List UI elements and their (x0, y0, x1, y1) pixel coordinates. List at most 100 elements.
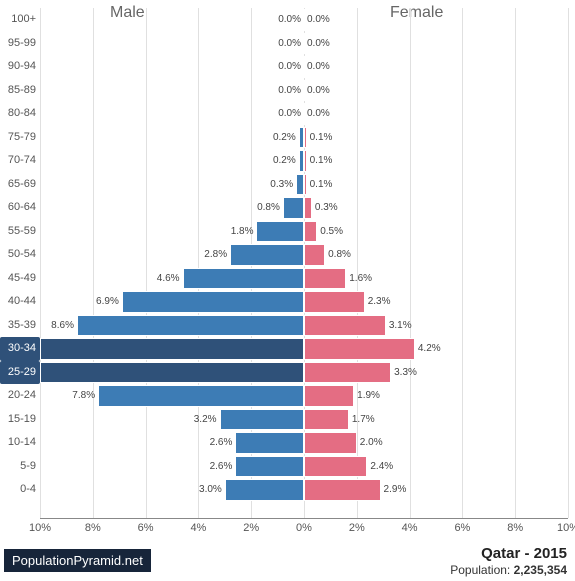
pyramid-row: 20-247.8%1.9% (40, 384, 568, 408)
population-prefix: Population: (450, 563, 513, 577)
male-bar-label: 0.0% (278, 8, 301, 32)
female-bar-label: 2.0% (360, 431, 383, 455)
pyramid-row: 85-890.0%0.0% (40, 79, 568, 103)
male-bar-label: 0.3% (270, 173, 293, 197)
male-bar[interactable] (235, 432, 304, 454)
male-bar-label: 6.9% (96, 290, 119, 314)
pyramid-row: 75-790.2%0.1% (40, 126, 568, 150)
age-label: 60-64 (0, 196, 40, 220)
female-bar-label: 0.0% (307, 79, 330, 103)
female-bar-label: 0.8% (328, 243, 351, 267)
male-bar-label: 0.8% (257, 196, 280, 220)
age-label: 95-99 (0, 32, 40, 56)
pyramid-rows: 100+0.0%0.0%95-990.0%0.0%90-940.0%0.0%85… (40, 8, 568, 502)
male-bar-label: 7.8% (72, 384, 95, 408)
x-axis-tick: 6% (454, 522, 470, 534)
female-bar-label: 1.6% (349, 267, 372, 291)
female-bar[interactable] (304, 9, 306, 31)
male-bar-label: 2.6% (210, 455, 233, 479)
male-bar-label: 0.2% (273, 126, 296, 150)
population-value: 2,235,354 (514, 563, 567, 577)
male-bar[interactable] (98, 385, 304, 407)
male-bar-label: 0.0% (278, 102, 301, 126)
female-bar[interactable] (304, 456, 367, 478)
pyramid-row: 10-142.6%2.0% (40, 431, 568, 455)
female-bar[interactable] (304, 150, 307, 172)
female-bar[interactable] (304, 33, 306, 55)
male-bar-label: 0.0% (278, 32, 301, 56)
female-bar[interactable] (304, 197, 312, 219)
site-badge[interactable]: PopulationPyramid.net (4, 549, 151, 572)
male-bar-label: 3.2% (194, 408, 217, 432)
female-bar[interactable] (304, 338, 415, 360)
female-bar-label: 2.3% (368, 290, 391, 314)
male-bar[interactable] (230, 244, 304, 266)
male-bar-label: 8.6% (51, 314, 74, 338)
female-bar-label: 2.9% (384, 478, 407, 502)
country-year-label: Qatar - 2015 (481, 545, 567, 562)
female-bar-label: 3.3% (394, 361, 417, 385)
x-axis-tick: 0% (296, 522, 312, 534)
x-axis-tick: 8% (85, 522, 101, 534)
age-label: 100+ (0, 8, 40, 32)
male-bar[interactable] (40, 362, 304, 384)
pyramid-row: 90-940.0%0.0% (40, 55, 568, 79)
female-bar[interactable] (304, 385, 354, 407)
age-label: 30-34 (0, 337, 40, 361)
female-bar[interactable] (304, 409, 349, 431)
pyramid-row: 30-344.2% (40, 337, 568, 361)
x-axis-tick: 4% (190, 522, 206, 534)
age-label: 65-69 (0, 173, 40, 197)
female-bar-label: 0.3% (315, 196, 338, 220)
female-bar-label: 0.1% (310, 149, 333, 173)
female-bar-label: 2.4% (370, 455, 393, 479)
male-bar[interactable] (40, 338, 304, 360)
male-bar[interactable] (283, 197, 304, 219)
female-bar[interactable] (304, 221, 317, 243)
age-label: 25-29 (0, 361, 40, 385)
female-bar[interactable] (304, 291, 365, 313)
male-bar[interactable] (122, 291, 304, 313)
male-bar-label: 0.0% (278, 55, 301, 79)
age-label: 0-4 (0, 478, 40, 502)
population-label: Population: 2,235,354 (450, 563, 567, 577)
female-bar[interactable] (304, 103, 306, 125)
age-label: 10-14 (0, 431, 40, 455)
female-bar[interactable] (304, 127, 307, 149)
male-bar[interactable] (296, 174, 304, 196)
female-bar[interactable] (304, 268, 346, 290)
age-label: 70-74 (0, 149, 40, 173)
female-bar[interactable] (304, 315, 386, 337)
female-bar[interactable] (304, 362, 391, 384)
male-bar[interactable] (256, 221, 304, 243)
x-axis-tick: 10% (557, 522, 575, 534)
male-bar[interactable] (220, 409, 304, 431)
pyramid-row: 15-193.2%1.7% (40, 408, 568, 432)
female-bar[interactable] (304, 479, 381, 501)
male-bar[interactable] (77, 315, 304, 337)
age-label: 90-94 (0, 55, 40, 79)
pyramid-row: 80-840.0%0.0% (40, 102, 568, 126)
female-bar[interactable] (304, 432, 357, 454)
male-bar[interactable] (183, 268, 304, 290)
age-label: 20-24 (0, 384, 40, 408)
female-bar-label: 0.1% (310, 126, 333, 150)
x-axis-tick: 6% (138, 522, 154, 534)
pyramid-row: 65-690.3%0.1% (40, 173, 568, 197)
female-bar-label: 0.0% (307, 55, 330, 79)
female-bar-label: 3.1% (389, 314, 412, 338)
age-label: 75-79 (0, 126, 40, 150)
x-axis-tick: 2% (349, 522, 365, 534)
female-bar[interactable] (304, 174, 307, 196)
male-bar[interactable] (225, 479, 304, 501)
female-bar[interactable] (304, 80, 306, 102)
pyramid-row: 50-542.8%0.8% (40, 243, 568, 267)
female-bar[interactable] (304, 56, 306, 78)
female-bar-label: 1.7% (352, 408, 375, 432)
pyramid-row: 35-398.6%3.1% (40, 314, 568, 338)
male-bar[interactable] (235, 456, 304, 478)
female-bar-label: 0.5% (320, 220, 343, 244)
male-bar-label: 4.6% (157, 267, 180, 291)
female-bar[interactable] (304, 244, 325, 266)
footer: PopulationPyramid.net Qatar - 2015 Popul… (0, 545, 575, 581)
